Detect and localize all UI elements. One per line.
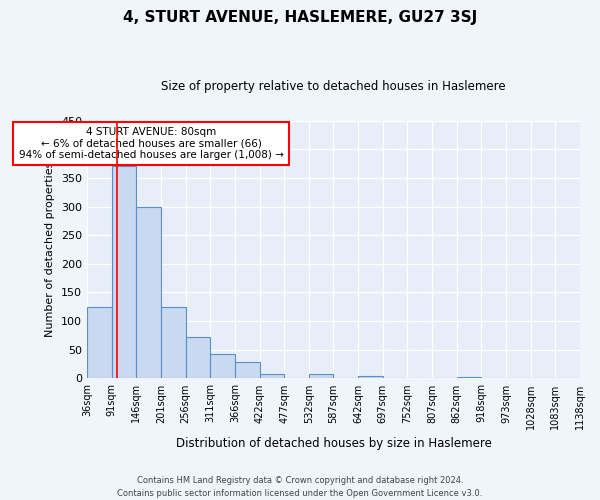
Title: Size of property relative to detached houses in Haslemere: Size of property relative to detached ho…	[161, 80, 506, 93]
Y-axis label: Number of detached properties: Number of detached properties	[46, 162, 55, 337]
Bar	[235, 362, 260, 378]
Bar	[260, 374, 284, 378]
Bar	[185, 337, 210, 378]
Bar	[87, 307, 112, 378]
Bar	[112, 166, 136, 378]
Bar	[210, 354, 235, 378]
Text: 4 STURT AVENUE: 80sqm
← 6% of detached houses are smaller (66)
94% of semi-detac: 4 STURT AVENUE: 80sqm ← 6% of detached h…	[19, 127, 284, 160]
Text: Contains HM Land Registry data © Crown copyright and database right 2024.
Contai: Contains HM Land Registry data © Crown c…	[118, 476, 482, 498]
Bar	[309, 374, 334, 378]
Text: 4, STURT AVENUE, HASLEMERE, GU27 3SJ: 4, STURT AVENUE, HASLEMERE, GU27 3SJ	[123, 10, 477, 25]
Bar	[161, 307, 185, 378]
Bar	[136, 206, 161, 378]
X-axis label: Distribution of detached houses by size in Haslemere: Distribution of detached houses by size …	[176, 437, 491, 450]
Bar	[358, 376, 383, 378]
